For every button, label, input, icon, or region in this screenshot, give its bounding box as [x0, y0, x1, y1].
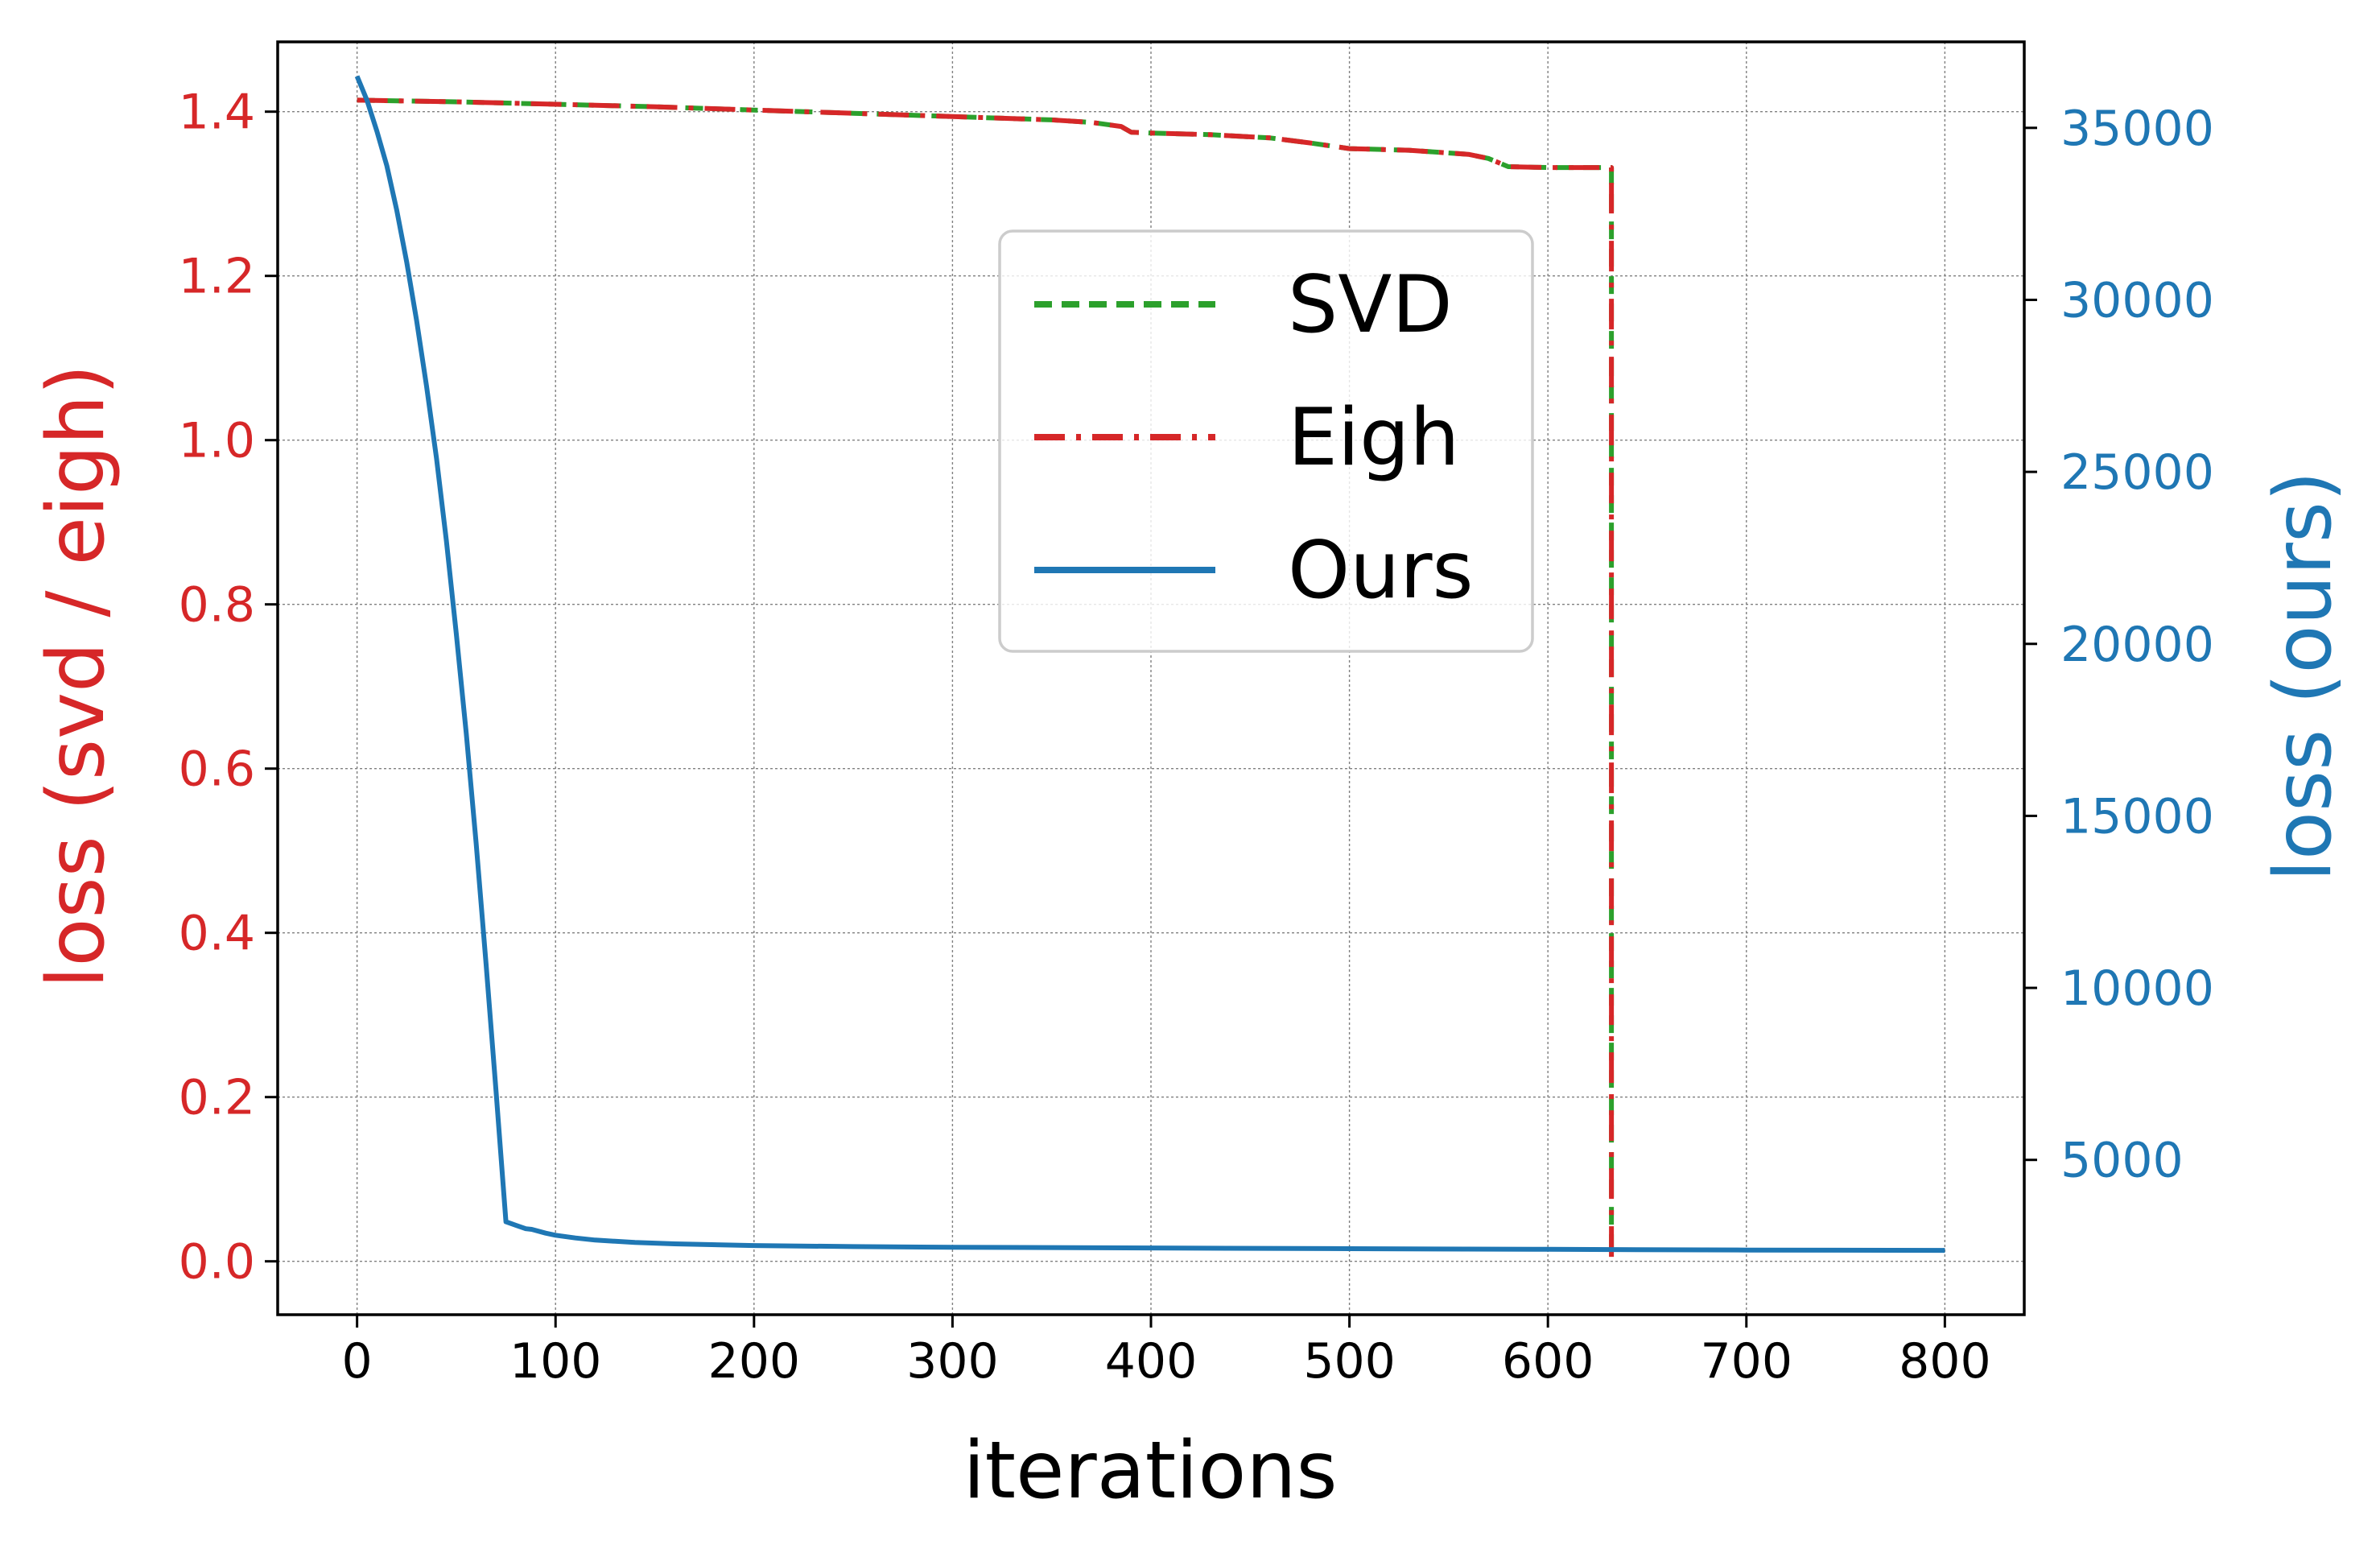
- left-y-tick-label: 0.4: [179, 906, 255, 962]
- left-y-tick-label: 1.0: [179, 413, 255, 469]
- ticks: 0 100 200 300 400 500 600 700 800 0.0 0.2 0.4 0.6 0.8…: [179, 85, 2214, 1390]
- legend-label-ours: Ours: [1288, 525, 1474, 617]
- right-y-tick-label: 30000: [2060, 272, 2214, 328]
- series-layer: [354, 75, 1945, 1260]
- right-y-tick-label: 15000: [2060, 788, 2214, 845]
- left-y-tick-label: 0.2: [179, 1070, 255, 1126]
- x-tick-label: 100: [509, 1333, 602, 1390]
- series-line-eigh: [357, 97, 1615, 1260]
- x-tick-label: 400: [1105, 1333, 1198, 1390]
- left-y-axis-label: loss (svd / eigh): [31, 364, 122, 988]
- left-y-tick-label: 0.8: [179, 577, 255, 634]
- x-axis-label: iterations: [963, 1425, 1337, 1517]
- x-tick-label: 200: [708, 1333, 801, 1390]
- x-tick-label: 0: [342, 1333, 373, 1390]
- x-tick-label: 300: [906, 1333, 999, 1390]
- right-y-tick-label: 20000: [2060, 617, 2214, 673]
- legend-label-svd: SVD: [1288, 259, 1453, 351]
- left-y-tick-label: 0.6: [179, 741, 255, 798]
- right-y-tick-label: 10000: [2060, 960, 2214, 1017]
- x-tick-label: 800: [1899, 1333, 1991, 1390]
- x-tick-label: 700: [1701, 1333, 1793, 1390]
- series-line-ours: [354, 75, 1945, 1254]
- left-y-tick-label: 0.0: [179, 1234, 255, 1291]
- right-y-tick-label: 25000: [2060, 444, 2214, 501]
- legend-label-eigh: Eigh: [1288, 392, 1459, 484]
- left-y-tick-label: 1.2: [179, 249, 255, 305]
- right-y-axis-label: loss (ours): [2258, 471, 2349, 882]
- legend: SVD Eigh Ours: [998, 229, 1534, 653]
- grid: [278, 42, 2024, 1315]
- legend-box: [998, 229, 1534, 653]
- x-tick-label: 500: [1303, 1333, 1396, 1390]
- left-y-tick-label: 1.4: [179, 85, 255, 141]
- right-y-tick-label: 5000: [2060, 1133, 2184, 1189]
- x-tick-label: 600: [1502, 1333, 1594, 1390]
- right-y-tick-label: 35000: [2060, 101, 2214, 157]
